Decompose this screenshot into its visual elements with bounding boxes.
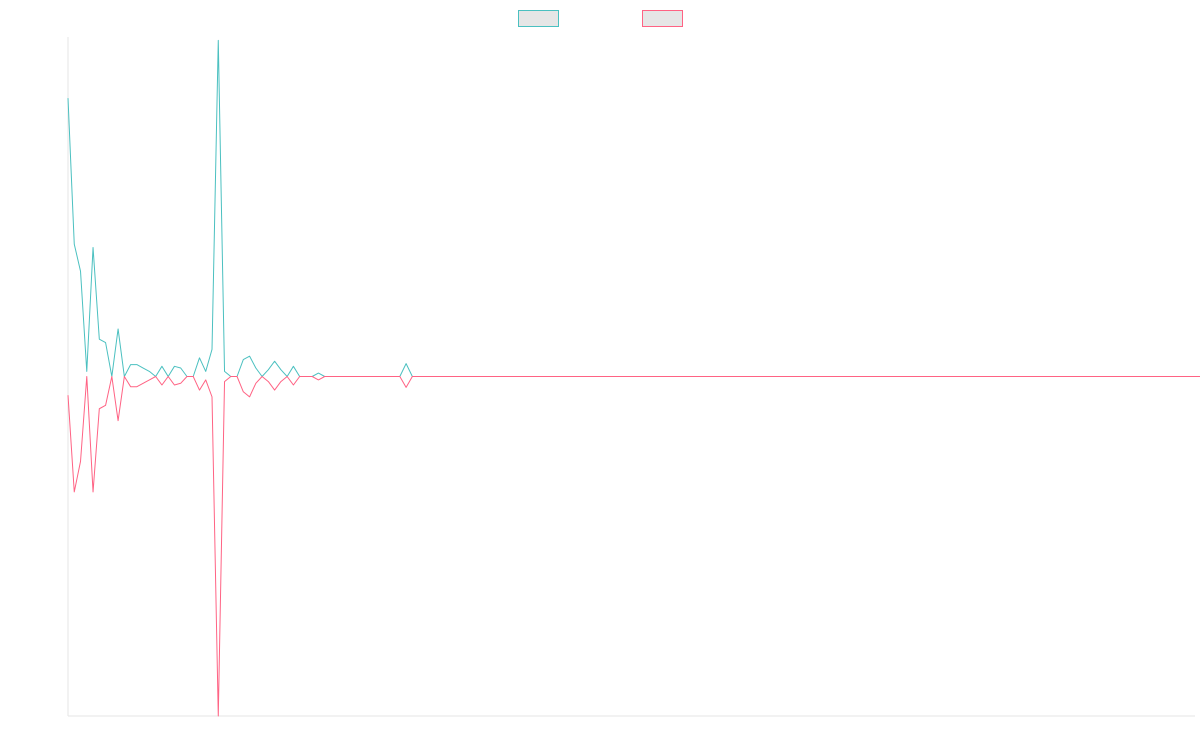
series-1	[67, 39, 1200, 377]
legend-swatch-1[interactable]	[518, 10, 559, 27]
legend-swatch-2[interactable]	[642, 10, 683, 27]
series-2	[67, 376, 1200, 717]
series-layer	[67, 39, 1200, 717]
series-2-line	[67, 376, 1200, 717]
legend	[518, 10, 683, 27]
series-1-line	[67, 39, 1200, 377]
axes	[67, 37, 1195, 717]
